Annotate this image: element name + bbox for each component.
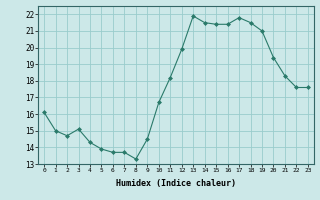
- X-axis label: Humidex (Indice chaleur): Humidex (Indice chaleur): [116, 179, 236, 188]
